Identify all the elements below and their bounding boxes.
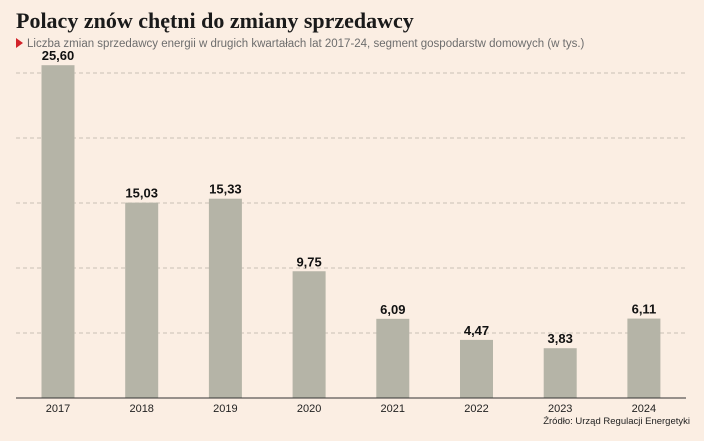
- x-tick-label-2022: 2022: [464, 403, 488, 415]
- x-tick-label-2019: 2019: [213, 403, 237, 415]
- value-label-2018: 15,03: [125, 186, 158, 201]
- value-label-2020: 9,75: [296, 254, 321, 269]
- chart-subtitle-text: Liczba zmian sprzedawcy energii w drugic…: [27, 38, 585, 50]
- gridlines: [16, 72, 686, 334]
- value-label-2021: 6,09: [380, 302, 405, 317]
- value-label-2017: 25,60: [42, 48, 75, 63]
- bar-2019: [208, 198, 242, 398]
- bar-2024: [627, 318, 661, 398]
- value-label-2022: 4,47: [464, 323, 489, 338]
- red-triangle-icon: [16, 38, 23, 48]
- bars: [41, 65, 661, 398]
- x-axis-ticks: 2017 2018 2019 2020 2021 2022 2023 2024: [46, 403, 656, 415]
- value-label-2019: 15,33: [209, 182, 242, 197]
- x-tick-label-2023: 2023: [548, 403, 572, 415]
- bar-2018: [125, 202, 159, 398]
- value-label-2024: 6,11: [632, 302, 657, 317]
- x-tick-label-2017: 2017: [46, 403, 70, 415]
- value-labels: 25,60 15,03 15,33 9,75 6,09 4,47 3,83 6,11: [42, 48, 656, 346]
- value-label-2023: 3,83: [548, 331, 573, 346]
- source-note: Źródło: Urząd Regulacji Energetyki: [543, 416, 690, 427]
- bar-2017: [41, 65, 75, 398]
- bar-2023: [543, 348, 577, 398]
- bar-2021: [376, 318, 410, 398]
- bar-2022: [460, 339, 493, 398]
- chart-subtitle: Liczba zmian sprzedawcy energii w drugic…: [16, 38, 584, 50]
- x-tick-label-2021: 2021: [381, 403, 405, 415]
- x-tick-label-2020: 2020: [297, 403, 321, 415]
- x-tick-label-2024: 2024: [632, 403, 656, 415]
- chart-title: Polacy znów chętni do zmiany sprzedawcy: [16, 8, 414, 33]
- x-tick-label-2018: 2018: [129, 403, 153, 415]
- bar-2020: [292, 271, 326, 398]
